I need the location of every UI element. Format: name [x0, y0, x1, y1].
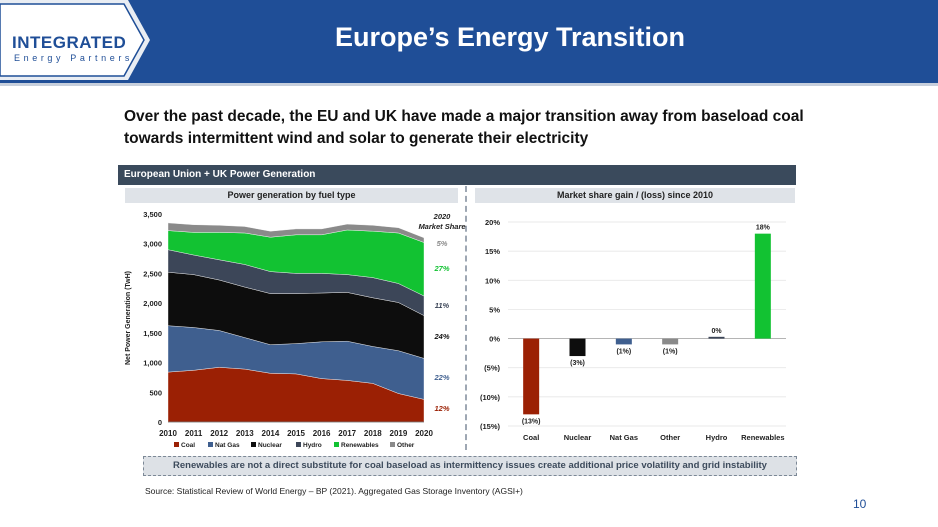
- y-tick-label: 2,000: [143, 299, 162, 308]
- market-share-label: 24%: [433, 332, 449, 341]
- legend-swatch: [208, 442, 213, 447]
- bar-value-label: (13%): [522, 418, 541, 425]
- x-tick-label: 2012: [210, 429, 228, 438]
- logo-shape: [0, 0, 150, 80]
- bar-renewables: [754, 233, 771, 339]
- y-tick-label: 0: [158, 418, 162, 427]
- x-tick-label: 2014: [262, 429, 280, 438]
- y-tick-label: 3,500: [143, 210, 162, 219]
- company-logo: INTEGRATED Energy Partners: [0, 0, 150, 80]
- y-tick-label: 3,000: [143, 240, 162, 249]
- y-tick-label: (10%): [480, 393, 501, 402]
- logo-tagline: Energy Partners: [14, 53, 134, 63]
- bar-other: [662, 338, 679, 345]
- x-tick-label: 2010: [159, 429, 177, 438]
- x-category-label: Nuclear: [564, 433, 592, 442]
- y-tick-label: 10%: [485, 276, 500, 285]
- market-share-label: 27%: [433, 264, 449, 273]
- y-tick-label: 15%: [485, 247, 500, 256]
- logo-wordmark: INTEGRATED: [12, 33, 127, 52]
- x-tick-label: 2020: [415, 429, 433, 438]
- x-tick-label: 2016: [313, 429, 331, 438]
- footnote-banner: Renewables are not a direct substitute f…: [143, 456, 797, 476]
- x-tick-label: 2017: [338, 429, 356, 438]
- header-underline: [0, 83, 938, 86]
- legend-swatch: [334, 442, 339, 447]
- bar-value-label: (1%): [616, 348, 631, 355]
- x-category-label: Hydro: [706, 433, 728, 442]
- bar-value-label: 0%: [711, 328, 722, 335]
- area-renewables: [167, 229, 425, 297]
- source-note: Source: Statistical Review of World Ener…: [145, 486, 523, 496]
- y-tick-label: 1,000: [143, 359, 162, 368]
- legend-label: Nat Gas: [215, 442, 240, 449]
- y-tick-label: 5%: [489, 305, 500, 314]
- left-chart-title: Power generation by fuel type: [125, 188, 458, 203]
- bar-nuclear: [569, 338, 586, 357]
- y-tick-label: 1,500: [143, 329, 162, 338]
- bar-value-label: (3%): [570, 360, 585, 367]
- x-tick-label: 2011: [185, 429, 203, 438]
- page-title: Europe’s Energy Transition: [334, 22, 686, 52]
- y-tick-label: 2,500: [143, 269, 162, 278]
- y-tick-label: (5%): [484, 364, 500, 373]
- legend-label: Hydro: [303, 442, 322, 449]
- x-category-label: Other: [660, 433, 680, 442]
- legend-swatch: [296, 442, 301, 447]
- x-category-label: Renewables: [741, 433, 784, 442]
- market-share-label: 22%: [433, 373, 449, 382]
- legend-swatch: [174, 442, 179, 447]
- x-category-label: Coal: [523, 433, 539, 442]
- y-tick-label: 500: [149, 388, 162, 397]
- chart-divider: [465, 186, 467, 450]
- page-number: 10: [853, 497, 867, 511]
- x-tick-label: 2015: [287, 429, 305, 438]
- right-chart-title: Market share gain / (loss) since 2010: [475, 188, 795, 203]
- bar-hydro: [708, 336, 725, 339]
- x-tick-label: 2019: [390, 429, 408, 438]
- market-share-label: 12%: [434, 404, 449, 413]
- area-nat-gas: [167, 325, 425, 400]
- y-axis-label: Net Power Generation (TwH): [125, 271, 132, 365]
- y-tick-label: (15%): [480, 422, 501, 431]
- legend-label: Renewables: [341, 442, 379, 449]
- market-share-caption: Market Share: [418, 222, 465, 231]
- area-nuclear: [167, 271, 425, 359]
- x-tick-label: 2018: [364, 429, 382, 438]
- area-coal: [167, 367, 425, 423]
- market-share-year: 2020: [433, 212, 452, 221]
- bar-coal: [523, 338, 540, 415]
- market-share-label: 11%: [435, 301, 450, 310]
- market-share-label: 5%: [437, 239, 448, 248]
- page-subtitle: Over the past decade, the EU and UK have…: [124, 108, 804, 147]
- y-tick-label: 0%: [489, 335, 500, 344]
- legend-label: Coal: [181, 442, 195, 449]
- legend-swatch: [251, 442, 256, 447]
- bar-nat-gas: [615, 338, 632, 345]
- x-tick-label: 2013: [236, 429, 254, 438]
- bar-value-label: 18%: [756, 225, 771, 232]
- legend-label: Nuclear: [258, 442, 282, 449]
- y-tick-label: 20%: [485, 218, 500, 227]
- header-bar: [0, 0, 938, 83]
- legend-swatch: [390, 442, 395, 447]
- bar-value-label: (1%): [663, 348, 678, 355]
- x-category-label: Nat Gas: [610, 433, 638, 442]
- area-other: [167, 222, 425, 243]
- area-hydro: [167, 249, 425, 316]
- legend-label: Other: [397, 442, 415, 449]
- panel-title: European Union + UK Power Generation: [118, 165, 796, 185]
